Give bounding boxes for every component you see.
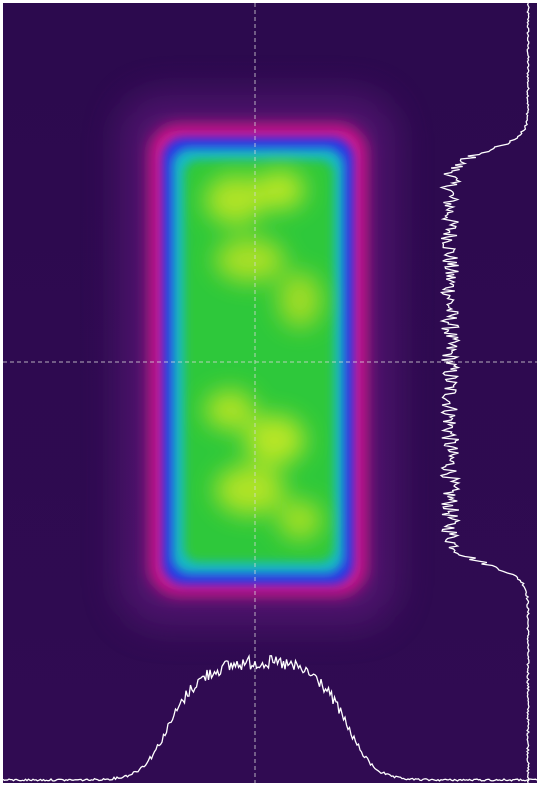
beam-spot <box>120 95 395 625</box>
hot-spot <box>245 415 305 465</box>
hot-spot <box>215 238 285 282</box>
hot-spot <box>278 500 322 540</box>
hot-spot <box>278 272 322 328</box>
hot-spot <box>205 175 265 225</box>
hot-spot <box>215 465 285 515</box>
hot-spot <box>205 390 255 430</box>
page: (() => { JSON.parse(document.getElementB… <box>0 0 540 786</box>
hot-spot <box>255 170 305 210</box>
beam-profile-view <box>0 0 540 786</box>
